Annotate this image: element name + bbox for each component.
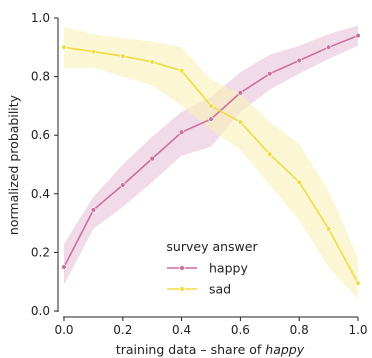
- y-tick-label: 0.4: [31, 187, 50, 201]
- y-tick-label: 0.0: [31, 304, 50, 318]
- y-tick-label: 0.2: [31, 245, 50, 259]
- x-tick-label: 0.2: [113, 323, 132, 337]
- sad-point: [355, 280, 361, 286]
- happy-legend-label: happy: [209, 261, 248, 276]
- happy-point: [120, 182, 126, 188]
- happy-confidence-band: [64, 25, 358, 285]
- sad-point: [325, 226, 332, 232]
- happy-legend-marker: [179, 265, 185, 271]
- x-tick-label: 0.6: [231, 323, 250, 337]
- series-points: [61, 32, 361, 286]
- sad-point: [237, 119, 244, 125]
- sad-point: [178, 68, 185, 74]
- y-tick-label: 0.8: [31, 70, 50, 84]
- happy-point: [178, 129, 185, 135]
- x-axis-ticks: 0.0 0.2 0.4 0.6 0.8 1.0: [54, 317, 368, 337]
- sad-point: [61, 44, 67, 50]
- happy-point: [267, 70, 273, 77]
- x-tick-label: 0.4: [172, 323, 191, 337]
- happy-point: [355, 32, 361, 39]
- x-tick-label: 0.8: [290, 323, 309, 337]
- sad-point: [120, 53, 126, 59]
- happy-point: [61, 264, 67, 270]
- legend-title: survey answer: [166, 239, 258, 254]
- happy-point: [90, 207, 97, 213]
- legend-items: happy sad: [167, 261, 248, 297]
- x-axis-label-text: training data – share of: [116, 342, 265, 357]
- sad-point: [208, 103, 214, 109]
- sad-legend-marker: [179, 286, 185, 292]
- y-axis-label: normalized probability: [6, 94, 21, 235]
- happy-point: [237, 90, 244, 96]
- legend: survey answer happy sad: [166, 239, 258, 297]
- sad-point: [267, 151, 273, 157]
- happy-point: [149, 155, 155, 162]
- y-tick-label: 1.0: [31, 11, 50, 25]
- sad-point: [149, 59, 155, 65]
- x-tick-label: 0.0: [54, 323, 73, 337]
- sad-point: [296, 179, 302, 185]
- x-tick-label: 1.0: [348, 323, 367, 337]
- x-axis-label-emphasis: happy: [265, 342, 304, 357]
- sad-point: [90, 48, 97, 55]
- happy-point: [208, 116, 214, 122]
- y-axis-ticks: 0.0 0.2 0.4 0.6 0.8 1.0: [31, 11, 58, 318]
- happy-point: [325, 44, 332, 50]
- x-axis-label: training data – share of happy: [116, 342, 305, 357]
- sad-legend-label: sad: [209, 282, 231, 297]
- confidence-bands: [64, 25, 358, 300]
- happy-point: [296, 57, 302, 64]
- sad-confidence-band: [64, 26, 358, 300]
- y-tick-label: 0.6: [31, 128, 50, 142]
